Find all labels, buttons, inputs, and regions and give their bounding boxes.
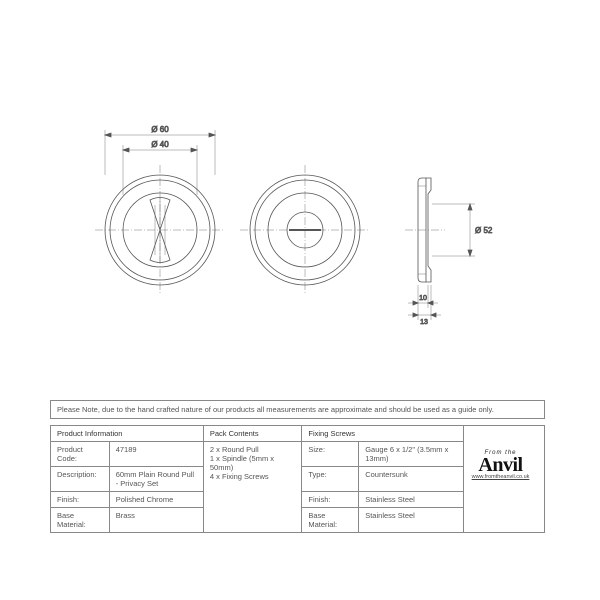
info-finish: Polished Chrome [109,492,203,508]
note-text: Please Note, due to the hand crafted nat… [57,405,494,414]
info-code: 47189 [109,442,203,467]
info-desc-label: Description: [51,467,110,492]
fix-finish-label: Finish: [302,492,359,508]
svg-text:Ø 60: Ø 60 [151,125,169,134]
svg-text:Ø 40: Ø 40 [151,140,169,149]
header-fix: Fixing Screws [302,426,464,442]
pack-l1: 2 x Round Pull [210,445,296,454]
note-box: Please Note, due to the hand crafted nat… [50,400,545,419]
fix-base-label: Base Material: [302,508,359,533]
logo-name: Anvil [463,456,538,474]
info-desc: 60mm Plain Round Pull - Privacy Set [109,467,203,492]
pack-l3: 4 x Fixing Screws [210,472,296,481]
pack-l2: 1 x Spindle (5mm x 50mm) [210,454,296,472]
fix-size-label: Size: [302,442,359,467]
info-code-label: Product Code: [51,442,110,467]
fix-base: Stainless Steel [359,508,464,533]
svg-text:10: 10 [419,295,427,302]
fix-type: Countersunk [359,467,464,492]
svg-text:Ø 52: Ø 52 [475,226,493,235]
svg-text:13: 13 [420,319,428,326]
fix-finish: Stainless Steel [359,492,464,508]
header-pack: Pack Contents [203,426,302,442]
pack-contents: 2 x Round Pull 1 x Spindle (5mm x 50mm) … [203,442,302,533]
header-info: Product Information [51,426,204,442]
logo-url: www.fromtheanvil.co.uk [463,474,538,480]
fix-size: Gauge 6 x 1/2" (3.5mm x 13mm) [359,442,464,467]
info-base: Brass [109,508,203,533]
info-base-label: Base Material: [51,508,110,533]
brand-logo: From the Anvil www.fromtheanvil.co.uk [463,450,538,480]
fix-type-label: Type: [302,467,359,492]
info-finish-label: Finish: [51,492,110,508]
